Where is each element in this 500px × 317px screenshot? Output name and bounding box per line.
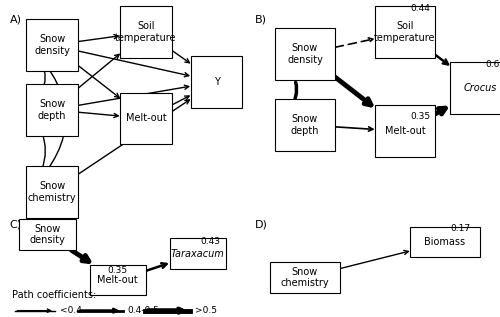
Text: Melt-out: Melt-out bbox=[384, 126, 426, 136]
FancyBboxPatch shape bbox=[26, 166, 78, 217]
Text: Snow
density: Snow density bbox=[287, 43, 323, 65]
Text: 0.4-0.5: 0.4-0.5 bbox=[127, 306, 159, 315]
FancyBboxPatch shape bbox=[120, 93, 172, 144]
Text: 0.43: 0.43 bbox=[200, 237, 220, 246]
Text: Snow
chemistry: Snow chemistry bbox=[280, 267, 330, 288]
Text: 0.35: 0.35 bbox=[108, 266, 128, 275]
Text: Y: Y bbox=[214, 77, 220, 87]
Text: Soil
temperature: Soil temperature bbox=[374, 22, 436, 43]
Text: B): B) bbox=[255, 15, 267, 25]
FancyBboxPatch shape bbox=[26, 19, 78, 71]
Text: Biomass: Biomass bbox=[424, 237, 466, 247]
Text: <0.4: <0.4 bbox=[60, 306, 82, 315]
FancyBboxPatch shape bbox=[120, 6, 172, 58]
FancyBboxPatch shape bbox=[375, 106, 435, 157]
Text: 0.35: 0.35 bbox=[410, 112, 430, 120]
Text: Snow
depth: Snow depth bbox=[38, 99, 66, 120]
Text: D): D) bbox=[255, 219, 268, 230]
Text: Path coefficients:: Path coefficients: bbox=[12, 290, 96, 300]
Text: Snow
depth: Snow depth bbox=[291, 114, 320, 136]
Text: 0.17: 0.17 bbox=[450, 224, 470, 233]
FancyBboxPatch shape bbox=[375, 6, 435, 58]
Text: Soil
temperature: Soil temperature bbox=[115, 22, 177, 43]
Text: 0.44: 0.44 bbox=[410, 4, 430, 13]
Text: Melt-out: Melt-out bbox=[126, 113, 166, 123]
Text: 0.65: 0.65 bbox=[485, 60, 500, 69]
Text: Snow
density: Snow density bbox=[30, 224, 65, 245]
FancyBboxPatch shape bbox=[275, 99, 335, 151]
Text: Taraxacum: Taraxacum bbox=[171, 249, 224, 259]
FancyBboxPatch shape bbox=[450, 62, 500, 114]
Text: Crocus: Crocus bbox=[464, 83, 496, 93]
Text: C): C) bbox=[10, 219, 22, 230]
FancyBboxPatch shape bbox=[190, 56, 242, 108]
FancyBboxPatch shape bbox=[275, 28, 335, 80]
Text: Snow
chemistry: Snow chemistry bbox=[28, 181, 76, 203]
FancyBboxPatch shape bbox=[19, 219, 76, 250]
FancyBboxPatch shape bbox=[26, 84, 78, 136]
Text: >0.5: >0.5 bbox=[194, 306, 216, 315]
FancyBboxPatch shape bbox=[90, 265, 146, 295]
Text: Melt-out: Melt-out bbox=[98, 275, 138, 285]
FancyBboxPatch shape bbox=[270, 262, 340, 293]
FancyBboxPatch shape bbox=[410, 227, 480, 257]
Text: A): A) bbox=[10, 15, 22, 25]
Text: Snow
density: Snow density bbox=[34, 34, 70, 56]
FancyBboxPatch shape bbox=[170, 238, 226, 269]
